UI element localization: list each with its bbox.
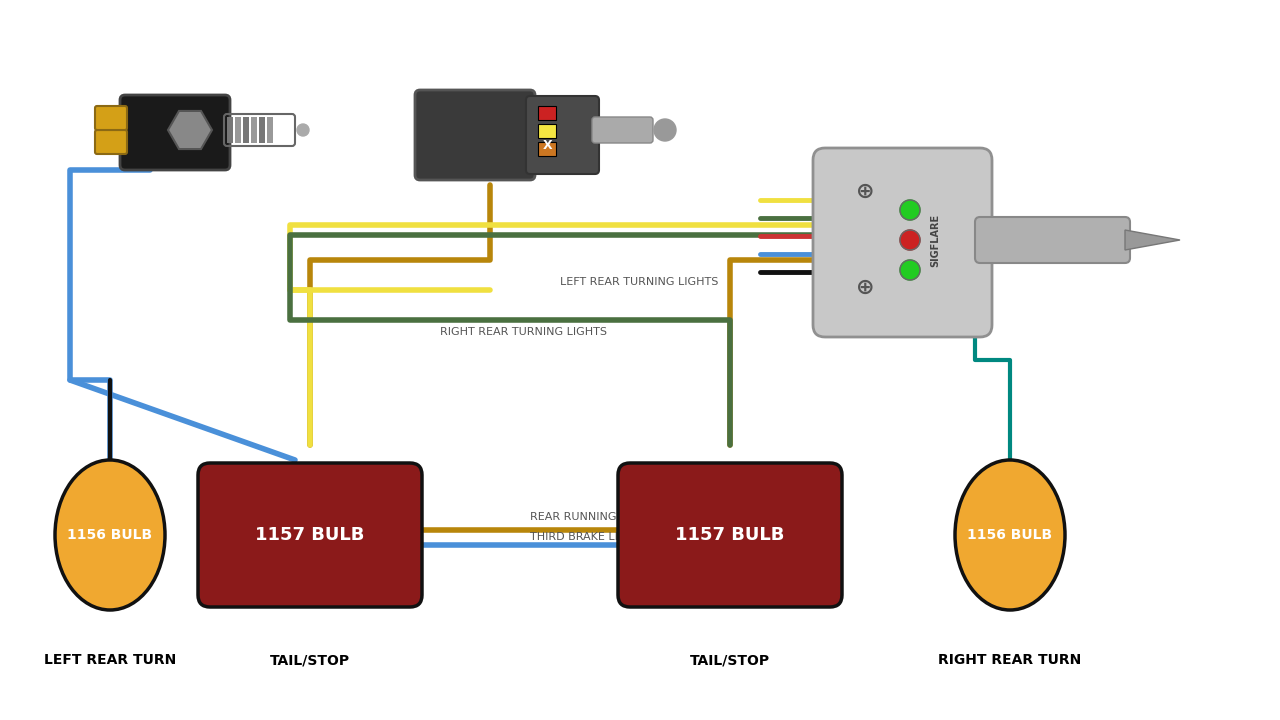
Text: TAIL/STOP: TAIL/STOP <box>270 653 349 667</box>
Text: LEFT REAR TURN: LEFT REAR TURN <box>44 653 177 667</box>
FancyBboxPatch shape <box>415 90 535 180</box>
Text: REAR RUNNING LIGHTS: REAR RUNNING LIGHTS <box>530 512 660 522</box>
Text: ⊕: ⊕ <box>856 182 874 202</box>
Text: ⊕: ⊕ <box>856 278 874 298</box>
Circle shape <box>900 200 920 220</box>
FancyBboxPatch shape <box>259 117 265 143</box>
Text: 1157 BULB: 1157 BULB <box>255 526 365 544</box>
FancyBboxPatch shape <box>975 217 1130 263</box>
Text: THIRD BRAKE LIGHT: THIRD BRAKE LIGHT <box>530 532 641 542</box>
FancyBboxPatch shape <box>538 124 556 138</box>
FancyBboxPatch shape <box>243 117 250 143</box>
FancyBboxPatch shape <box>198 463 422 607</box>
Ellipse shape <box>654 119 676 141</box>
Text: X: X <box>543 138 553 151</box>
FancyBboxPatch shape <box>538 142 556 156</box>
FancyBboxPatch shape <box>526 96 599 174</box>
FancyBboxPatch shape <box>591 117 653 143</box>
Text: TAIL/STOP: TAIL/STOP <box>690 653 771 667</box>
FancyBboxPatch shape <box>618 463 842 607</box>
Circle shape <box>900 230 920 250</box>
Polygon shape <box>1125 230 1180 250</box>
Text: LEFT REAR TURNING LIGHTS: LEFT REAR TURNING LIGHTS <box>561 277 718 287</box>
FancyBboxPatch shape <box>268 117 273 143</box>
FancyBboxPatch shape <box>813 148 992 337</box>
FancyBboxPatch shape <box>227 117 233 143</box>
FancyBboxPatch shape <box>538 106 556 120</box>
FancyBboxPatch shape <box>95 130 127 154</box>
Text: RIGHT REAR TURNING LIGHTS: RIGHT REAR TURNING LIGHTS <box>440 327 607 337</box>
FancyBboxPatch shape <box>95 106 127 130</box>
Text: 1156 BULB: 1156 BULB <box>68 528 152 542</box>
Text: RIGHT REAR TURN: RIGHT REAR TURN <box>938 653 1082 667</box>
Text: 1156 BULB: 1156 BULB <box>968 528 1052 542</box>
Ellipse shape <box>55 460 165 610</box>
Ellipse shape <box>955 460 1065 610</box>
Ellipse shape <box>297 124 308 136</box>
FancyBboxPatch shape <box>120 95 230 170</box>
Text: 1157 BULB: 1157 BULB <box>676 526 785 544</box>
Text: SIGFLARE: SIGFLARE <box>931 213 940 266</box>
Circle shape <box>900 260 920 280</box>
FancyBboxPatch shape <box>236 117 241 143</box>
FancyBboxPatch shape <box>251 117 257 143</box>
